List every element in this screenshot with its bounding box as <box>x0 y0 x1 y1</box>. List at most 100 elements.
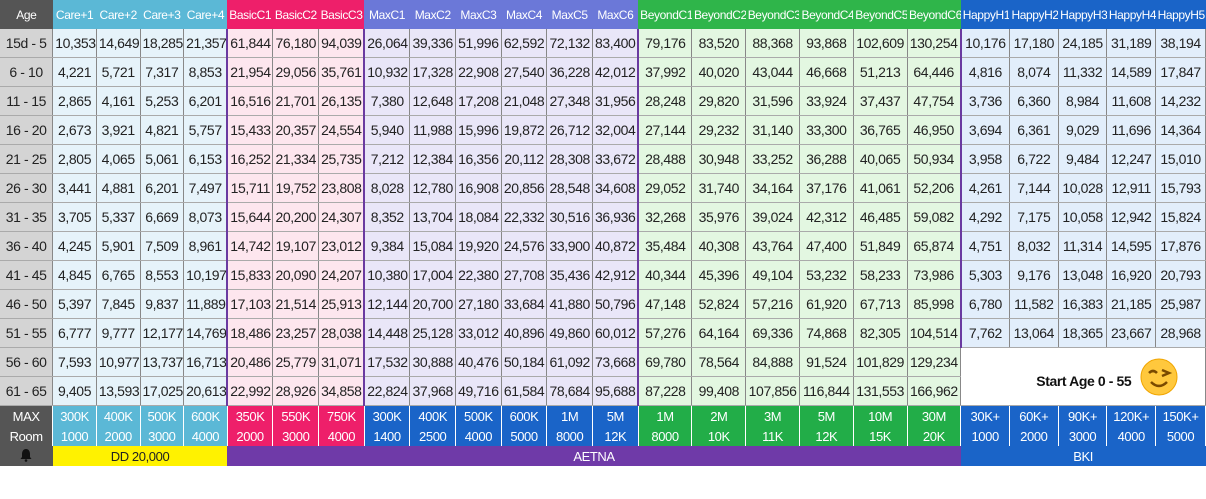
premium-cell: 31,596 <box>745 86 800 116</box>
premium-cell: 7,212 <box>363 144 411 174</box>
age-range-cell: 36 - 40 <box>0 231 54 261</box>
premium-cell: 35,484 <box>637 231 693 261</box>
table-row: 46 - 50 5,397 7,845 9,837 11,889 17,103 21,514… <box>0 289 1206 319</box>
premium-cell: 28,968 <box>1155 318 1206 348</box>
premium-cell: 13,737 <box>140 347 185 377</box>
premium-cell: 7,144 <box>1009 173 1059 203</box>
premium-cell: 17,180 <box>1009 29 1059 58</box>
age-range-cell: 51 - 55 <box>0 318 54 348</box>
premium-cell: 9,405 <box>52 376 97 406</box>
table-row: 61 - 65 9,405 13,593 17,025 20,613 22,992 28,9… <box>0 376 1206 406</box>
premium-cell: 50,796 <box>592 289 639 319</box>
plan-limit-cell: 30K+ <box>960 405 1010 426</box>
plan-limit-cell: 4000 <box>318 426 365 446</box>
premium-cell: 34,608 <box>592 173 639 203</box>
column-header: MaxC6 <box>592 0 639 29</box>
premium-cell: 107,856 <box>745 376 800 406</box>
plan-limit-cell: 600K <box>501 405 548 426</box>
premium-cell: 76,180 <box>272 29 320 58</box>
premium-cell: 14,742 <box>226 231 274 261</box>
premium-cell: 10,176 <box>959 29 1010 58</box>
premium-cell: 8,984 <box>1058 86 1108 116</box>
premium-cell: 25,987 <box>1155 289 1206 319</box>
premium-cell: 19,752 <box>272 173 320 203</box>
premium-cell: 6,722 <box>1009 144 1059 174</box>
premium-cell: 7,845 <box>96 289 141 319</box>
premium-cell: 31,071 <box>318 347 365 377</box>
premium-cell: 29,820 <box>691 86 747 116</box>
premium-cell: 9,029 <box>1058 115 1108 145</box>
premium-cell: 61,844 <box>226 29 274 58</box>
premium-cell: 28,926 <box>272 376 320 406</box>
premium-cell: 40,896 <box>501 318 548 348</box>
premium-cell: 29,232 <box>691 115 747 145</box>
premium-cell: 73,668 <box>592 347 639 377</box>
column-header: MaxC1 <box>364 0 410 29</box>
premium-cell: 9,484 <box>1058 144 1108 174</box>
premium-cell: 20,200 <box>272 202 320 232</box>
premium-cell: 61,584 <box>501 376 548 406</box>
premium-cell: 6,361 <box>1009 115 1059 145</box>
plan-limit-cell: 3000 <box>272 426 320 446</box>
premium-cell: 10,977 <box>96 347 141 377</box>
premium-cell: 15,793 <box>1155 173 1206 203</box>
premium-cell: 9,176 <box>1009 260 1059 290</box>
premium-cell: 3,736 <box>959 86 1010 116</box>
premium-cell: 64,446 <box>907 57 962 87</box>
premium-cell: 23,257 <box>272 318 320 348</box>
premium-cell: 12,648 <box>409 86 457 116</box>
premium-cell: 14,589 <box>1106 57 1157 87</box>
premium-cell: 22,824 <box>363 376 411 406</box>
table-row: 51 - 55 6,777 9,777 12,177 14,769 18,486 23,25… <box>0 318 1206 348</box>
premium-cell: 24,307 <box>318 202 365 232</box>
premium-cell: 26,135 <box>318 86 365 116</box>
premium-cell: 3,694 <box>959 115 1010 145</box>
aetna-provider-label: AETNA <box>227 446 961 466</box>
column-header: Age <box>0 0 53 29</box>
plan-limit-cell: 1000 <box>960 426 1010 446</box>
deductible-label: DD 20,000 <box>52 446 228 466</box>
premium-cell: 27,144 <box>637 115 693 145</box>
premium-cell: 17,532 <box>363 347 411 377</box>
premium-cell: 14,232 <box>1155 86 1206 116</box>
premium-cell: 8,073 <box>183 202 228 232</box>
room-rate-row: Room 1000 2000 3000 4000 2000 3000 4000 1400 2500… <box>0 426 1206 446</box>
premium-cell: 19,920 <box>455 231 502 261</box>
premium-cell: 30,516 <box>546 202 594 232</box>
premium-cell: 2,865 <box>52 86 97 116</box>
premium-cell: 166,962 <box>907 376 962 406</box>
column-header: BeyondC1 <box>638 0 692 29</box>
premium-cell: 15,084 <box>409 231 457 261</box>
premium-cell: 38,194 <box>1155 29 1206 58</box>
premium-cell: 27,180 <box>455 289 502 319</box>
premium-cell: 19,872 <box>501 115 548 145</box>
premium-cell: 61,092 <box>546 347 594 377</box>
premium-cell: 16,252 <box>226 144 274 174</box>
premium-cell: 82,305 <box>853 318 908 348</box>
premium-cell: 6,201 <box>183 86 228 116</box>
premium-cell: 101,829 <box>853 347 908 377</box>
premium-cell: 59,082 <box>907 202 962 232</box>
premium-cell: 6,153 <box>183 144 228 174</box>
column-header: HappyH5 <box>1155 0 1206 29</box>
premium-cell: 57,276 <box>637 318 693 348</box>
premium-cell: 26,712 <box>546 115 594 145</box>
premium-cell: 8,032 <box>1009 231 1059 261</box>
premium-cell: 45,396 <box>691 260 747 290</box>
premium-cell: 7,175 <box>1009 202 1059 232</box>
age-range-cell: 11 - 15 <box>0 86 54 116</box>
premium-cell: 9,777 <box>96 318 141 348</box>
premium-cell: 11,582 <box>1009 289 1059 319</box>
premium-cell: 29,052 <box>637 173 693 203</box>
age-range-cell: 61 - 65 <box>0 376 54 406</box>
premium-cell: 12,247 <box>1106 144 1157 174</box>
premium-cell: 23,808 <box>318 173 365 203</box>
premium-cell: 17,876 <box>1155 231 1206 261</box>
premium-cell: 4,845 <box>52 260 97 290</box>
premium-cell: 37,437 <box>853 86 908 116</box>
premium-cell: 15,833 <box>226 260 274 290</box>
premium-cell: 8,352 <box>363 202 411 232</box>
plan-limit-cell: 3000 <box>1058 426 1108 446</box>
age-range-cell: 31 - 35 <box>0 202 54 232</box>
premium-cell: 35,436 <box>546 260 594 290</box>
